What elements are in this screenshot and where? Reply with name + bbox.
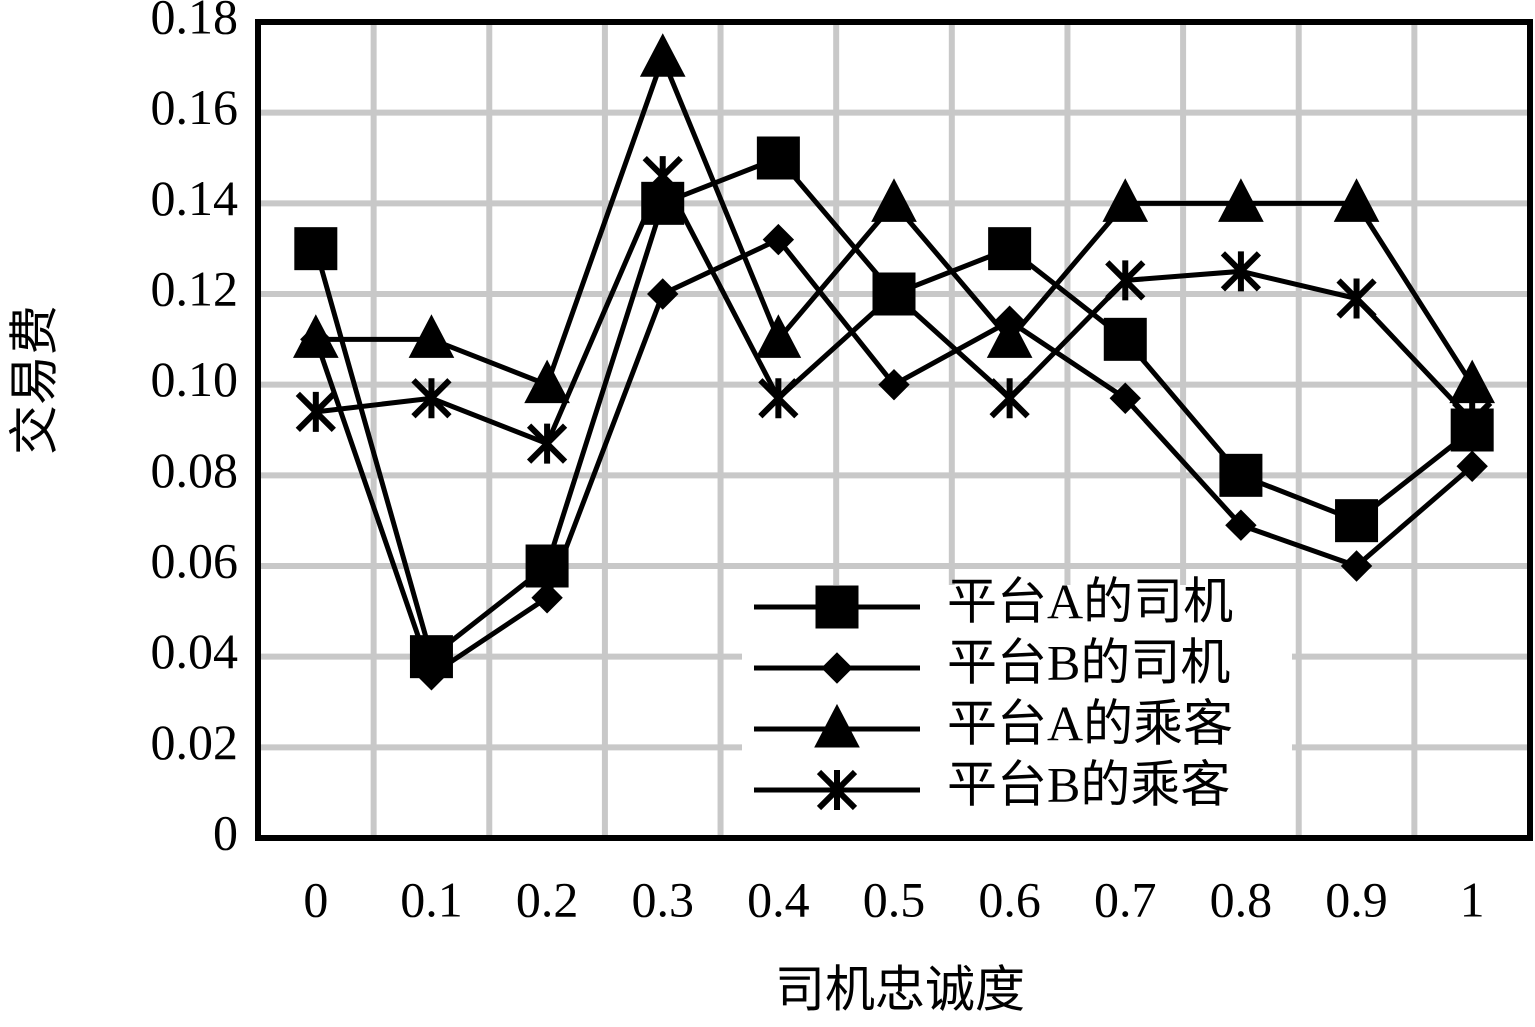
y-tick-label: 0.02 xyxy=(151,714,239,770)
marker-diamond xyxy=(878,368,910,401)
marker-triangle xyxy=(986,314,1033,358)
marker-star xyxy=(1452,400,1493,442)
marker-star xyxy=(1220,251,1262,292)
x-tick-label: 0.8 xyxy=(1210,871,1273,927)
y-tick-label: 0.18 xyxy=(151,0,239,44)
legend-label: 平台A的司机 xyxy=(947,573,1233,629)
y-tick-label: 0.12 xyxy=(151,260,239,316)
x-axis-label: 司机忠诚度 xyxy=(775,961,1025,1017)
marker-star xyxy=(1336,278,1377,319)
marker-diamond xyxy=(1109,382,1141,414)
marker-star xyxy=(873,273,915,315)
marker-square xyxy=(525,544,569,588)
legend-marker xyxy=(815,585,859,629)
marker-diamond xyxy=(1456,450,1488,482)
marker-star xyxy=(642,156,683,197)
y-tick-label: 0.08 xyxy=(151,442,239,498)
marker-diamond xyxy=(531,582,563,614)
marker-triangle xyxy=(408,314,455,358)
legend-label: 平台A的乘客 xyxy=(947,695,1233,751)
x-tick-label: 0 xyxy=(303,871,328,927)
legend-label: 平台B的乘客 xyxy=(947,756,1230,812)
x-tick-label: 0.2 xyxy=(516,871,579,927)
marker-square xyxy=(1219,453,1263,497)
y-tick-label: 0.06 xyxy=(151,532,239,588)
marker-star xyxy=(295,391,336,432)
y-tick-label: 0.10 xyxy=(151,351,239,407)
marker-square xyxy=(1103,317,1147,361)
marker-star xyxy=(411,378,452,419)
y-tick-label: 0 xyxy=(213,804,238,860)
y-tick-label: 0.16 xyxy=(151,79,239,135)
marker-diamond xyxy=(647,278,679,310)
legend-marker xyxy=(814,703,860,748)
marker-square xyxy=(1335,499,1379,543)
x-tick-label: 1 xyxy=(1460,871,1485,927)
marker-triangle xyxy=(292,314,339,358)
marker-triangle xyxy=(1333,178,1380,222)
marker-triangle xyxy=(639,33,686,77)
marker-star xyxy=(758,378,799,419)
x-tick-label: 0.3 xyxy=(631,871,694,927)
marker-square xyxy=(988,227,1032,271)
y-axis-label: 交易费 xyxy=(6,305,62,455)
marker-star xyxy=(1105,260,1146,301)
x-tick-label: 0.6 xyxy=(978,871,1041,927)
marker-square xyxy=(294,227,338,271)
legend-marker xyxy=(821,652,853,684)
x-tick-label: 0.7 xyxy=(1094,871,1157,927)
y-tick-label: 0.14 xyxy=(151,170,239,226)
legend-marker xyxy=(816,769,858,811)
marker-triangle xyxy=(1218,178,1264,222)
x-tick-label: 0.5 xyxy=(863,871,926,927)
plot-frame xyxy=(255,19,1533,841)
x-tick-label: 0.4 xyxy=(747,871,810,927)
marker-diamond xyxy=(762,223,795,256)
marker-diamond xyxy=(1225,509,1257,541)
marker-square xyxy=(756,136,800,180)
marker-diamond xyxy=(1340,550,1373,582)
marker-triangle xyxy=(871,178,917,222)
marker-triangle xyxy=(524,359,570,404)
marker-triangle xyxy=(1102,178,1149,222)
x-tick-label: 0.9 xyxy=(1325,871,1388,927)
x-tick-label: 0.1 xyxy=(400,871,463,927)
legend-label: 平台B的司机 xyxy=(947,634,1230,690)
marker-triangle xyxy=(755,314,802,358)
y-tick-label: 0.04 xyxy=(151,623,239,679)
marker-diamond xyxy=(415,659,448,691)
marker-star xyxy=(989,378,1030,419)
marker-star xyxy=(526,423,568,464)
